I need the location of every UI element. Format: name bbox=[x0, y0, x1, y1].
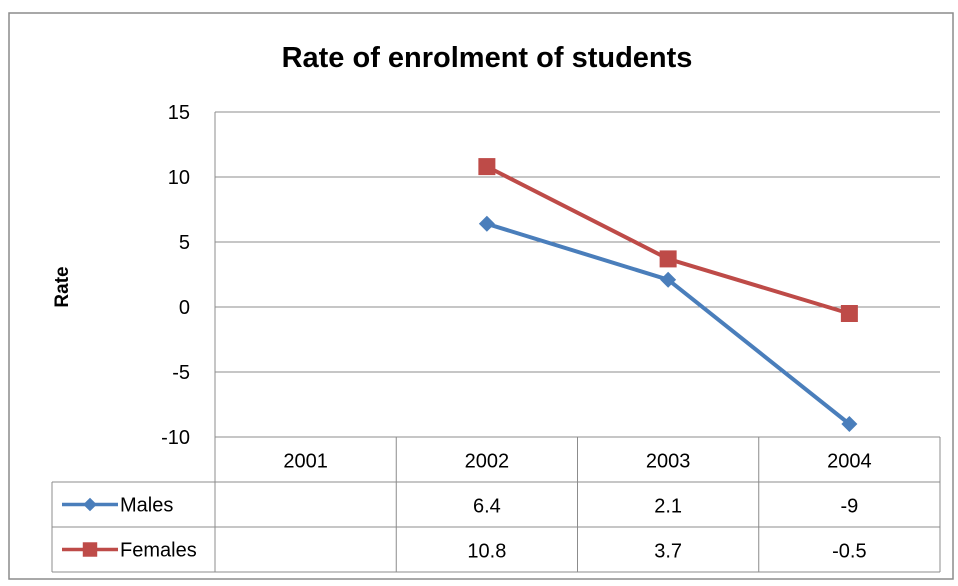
data-label: 6.4 bbox=[473, 496, 501, 518]
data-point bbox=[478, 158, 496, 176]
data-label: -9 bbox=[840, 496, 858, 518]
y-tick-label: -10 bbox=[161, 427, 190, 449]
x-tick-label: 2002 bbox=[465, 451, 510, 473]
y-axis-ticks: 15 10 5 0 -5 -10 bbox=[161, 102, 190, 449]
legend-label: Males bbox=[120, 495, 173, 517]
data-point bbox=[841, 416, 858, 432]
y-axis-label: Rate bbox=[52, 266, 73, 307]
y-tick-label: -5 bbox=[172, 362, 190, 384]
data-label: 2.1 bbox=[654, 496, 682, 518]
y-tick-label: 5 bbox=[179, 232, 190, 254]
data-point bbox=[840, 305, 858, 322]
gridlines bbox=[214, 111, 940, 437]
legend-label: Females bbox=[120, 540, 197, 562]
legend-marker bbox=[82, 542, 98, 557]
x-tick-label: 2003 bbox=[646, 451, 691, 473]
legend-marker bbox=[83, 497, 97, 512]
chart-title: Rate of enrolment of students bbox=[282, 42, 693, 74]
data-point bbox=[659, 250, 677, 268]
y-tick-label: 15 bbox=[168, 102, 190, 124]
x-tick-label: 2004 bbox=[827, 451, 872, 473]
data-label: -0.5 bbox=[832, 541, 866, 563]
y-tick-label: 10 bbox=[168, 167, 190, 189]
data-table: 2001 2002 2003 2004 Males 6.4 2.1 -9 Females 10.8… bbox=[51, 436, 941, 573]
data-label: 3.7 bbox=[654, 541, 682, 563]
y-tick-label: 0 bbox=[179, 297, 190, 319]
data-point bbox=[478, 215, 495, 232]
data-point bbox=[660, 271, 677, 288]
x-tick-label: 2001 bbox=[283, 451, 328, 473]
series-group bbox=[478, 158, 858, 432]
data-label: 10.8 bbox=[467, 541, 506, 563]
